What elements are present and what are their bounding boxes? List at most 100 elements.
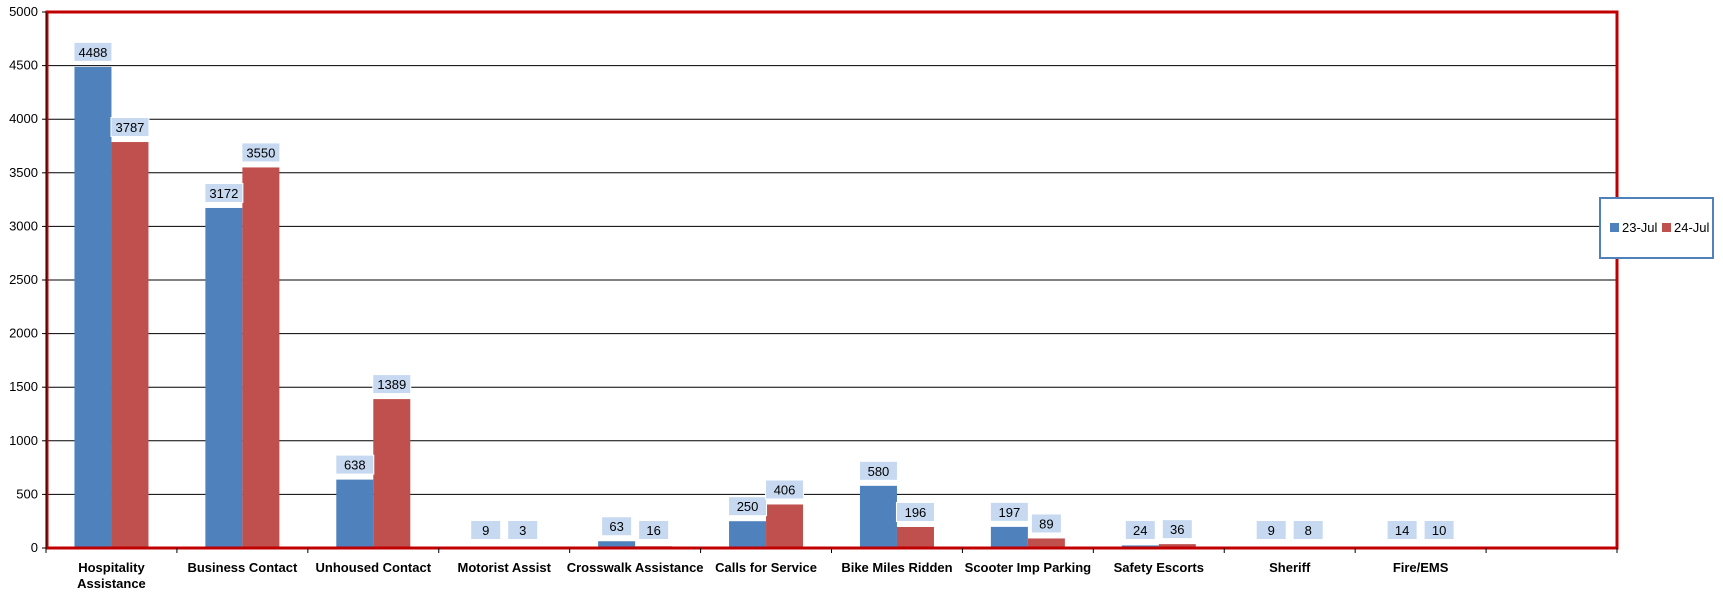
- bar-23-jul-1: [205, 207, 243, 548]
- data-label-text: 36: [1170, 522, 1184, 537]
- y-tick-label: 0: [31, 540, 38, 555]
- data-label-box: [1030, 513, 1062, 534]
- data-label-24-jul-9: 8: [1292, 520, 1324, 540]
- data-label-text: 24: [1133, 523, 1147, 538]
- data-label-box: [728, 496, 768, 517]
- data-label-box: [601, 516, 633, 537]
- legend-box: [1599, 197, 1714, 259]
- y-tick-label: 3500: [9, 165, 38, 180]
- y-tick-label: 2000: [9, 326, 38, 341]
- data-label-23-jul-6: 580: [858, 460, 898, 481]
- x-category-label: Unhoused Contact: [316, 560, 432, 575]
- data-label-24-jul-2: 1389: [372, 374, 412, 395]
- x-category-label: Fire/EMS: [1393, 560, 1449, 575]
- data-labels: 4488 3172 638 9 63 250 580 197 24 9 14 3787 3550 1389…: [73, 41, 1455, 540]
- data-label-box: [204, 182, 244, 203]
- data-label-box: [110, 117, 150, 138]
- data-label-23-jul-1: 3172: [204, 182, 244, 203]
- bar-23-jul-6: [859, 485, 897, 548]
- data-label-text: 1389: [377, 377, 406, 392]
- bar-24-jul-7: [1027, 538, 1065, 548]
- data-label-text: 250: [737, 499, 759, 514]
- data-label-text: 406: [774, 482, 796, 497]
- data-label-box: [1161, 519, 1193, 540]
- legend-label: 24-Jul: [1674, 220, 1710, 235]
- data-label-box: [335, 454, 375, 475]
- data-label-text: 10: [1432, 523, 1446, 538]
- data-label-23-jul-4: 63: [601, 516, 633, 537]
- legend-swatch: [1610, 223, 1619, 232]
- x-category-label: Calls for Service: [715, 560, 817, 575]
- bar-23-jul-2: [336, 479, 374, 548]
- data-label-box: [765, 479, 805, 500]
- data-label-23-jul-5: 250: [728, 496, 768, 517]
- data-label-text: 196: [905, 505, 927, 520]
- data-label-24-jul-8: 36: [1161, 519, 1193, 540]
- data-label-text: 89: [1039, 516, 1053, 531]
- legend-label: 23-Jul: [1622, 220, 1658, 235]
- data-label-text: 3: [519, 523, 526, 538]
- legend: 23-Jul 24-Jul: [1599, 197, 1714, 259]
- data-label-box: [638, 520, 670, 540]
- gridlines: [46, 65, 1617, 495]
- data-label-text: 4488: [78, 45, 107, 60]
- y-tick-label: 4000: [9, 111, 38, 126]
- data-label-24-jul-3: 3: [507, 520, 539, 540]
- data-label-box: [1292, 520, 1324, 540]
- data-label-text: 9: [1268, 523, 1275, 538]
- data-label-box: [1386, 520, 1418, 540]
- data-label-box: [241, 142, 281, 163]
- data-label-23-jul-8: 24: [1124, 520, 1156, 540]
- y-axis: 0 500 1000 1500 2000 2500 3000 3500 4000 4500 5000: [9, 4, 46, 555]
- data-label-box: [1423, 520, 1455, 540]
- data-label-box: [1255, 520, 1287, 540]
- bar-23-jul-4: [598, 541, 636, 548]
- data-label-text: 16: [646, 523, 660, 538]
- data-label-box: [1124, 520, 1156, 540]
- data-label-box: [507, 520, 539, 540]
- bar-24-jul-6: [896, 526, 934, 548]
- data-label-text: 63: [609, 519, 623, 534]
- data-label-23-jul-2: 638: [335, 454, 375, 475]
- x-category-label: Bike Miles Ridden: [841, 560, 952, 575]
- y-tick-label: 500: [16, 486, 38, 501]
- bar-24-jul-0: [111, 142, 149, 548]
- data-label-23-jul-3: 9: [470, 520, 502, 540]
- x-category-label: Crosswalk Assistance: [567, 560, 704, 575]
- y-tick-label: 4500: [9, 58, 38, 73]
- y-tick-label: 1000: [9, 433, 38, 448]
- x-category-label: Business Contact: [187, 560, 297, 575]
- bars: [74, 66, 1458, 548]
- x-category-label: Hospitality: [78, 560, 145, 575]
- bar-23-jul-5: [729, 521, 767, 548]
- data-label-23-jul-0: 4488: [73, 41, 113, 62]
- data-label-24-jul-0: 3787: [110, 117, 150, 138]
- data-label-23-jul-7: 197: [989, 501, 1029, 522]
- data-label-box: [470, 520, 502, 540]
- data-label-text: 8: [1305, 523, 1312, 538]
- y-tick-label: 1500: [9, 379, 38, 394]
- bar-24-jul-1: [242, 167, 280, 548]
- x-category-label: Motorist Assist: [457, 560, 551, 575]
- data-label-text: 3787: [115, 120, 144, 135]
- data-label-text: 3550: [246, 145, 275, 160]
- bar-23-jul-7: [990, 526, 1028, 548]
- data-label-23-jul-9: 9: [1255, 520, 1287, 540]
- x-category-label: Sheriff: [1269, 560, 1311, 575]
- data-label-box: [73, 41, 113, 62]
- data-label-24-jul-7: 89: [1030, 513, 1062, 534]
- y-tick-label: 2500: [9, 272, 38, 287]
- x-category-label: Scooter Imp Parking: [965, 560, 1091, 575]
- data-label-24-jul-4: 16: [638, 520, 670, 540]
- x-category-label: Safety Escorts: [1114, 560, 1204, 575]
- data-label-text: 197: [999, 505, 1021, 520]
- data-label-24-jul-6: 196: [895, 501, 935, 522]
- bar-23-jul-0: [74, 66, 112, 548]
- bar-24-jul-5: [766, 504, 804, 548]
- data-label-text: 9: [482, 523, 489, 538]
- data-label-23-jul-10: 14: [1386, 520, 1418, 540]
- data-label-text: 3172: [209, 186, 238, 201]
- data-label-box: [895, 501, 935, 522]
